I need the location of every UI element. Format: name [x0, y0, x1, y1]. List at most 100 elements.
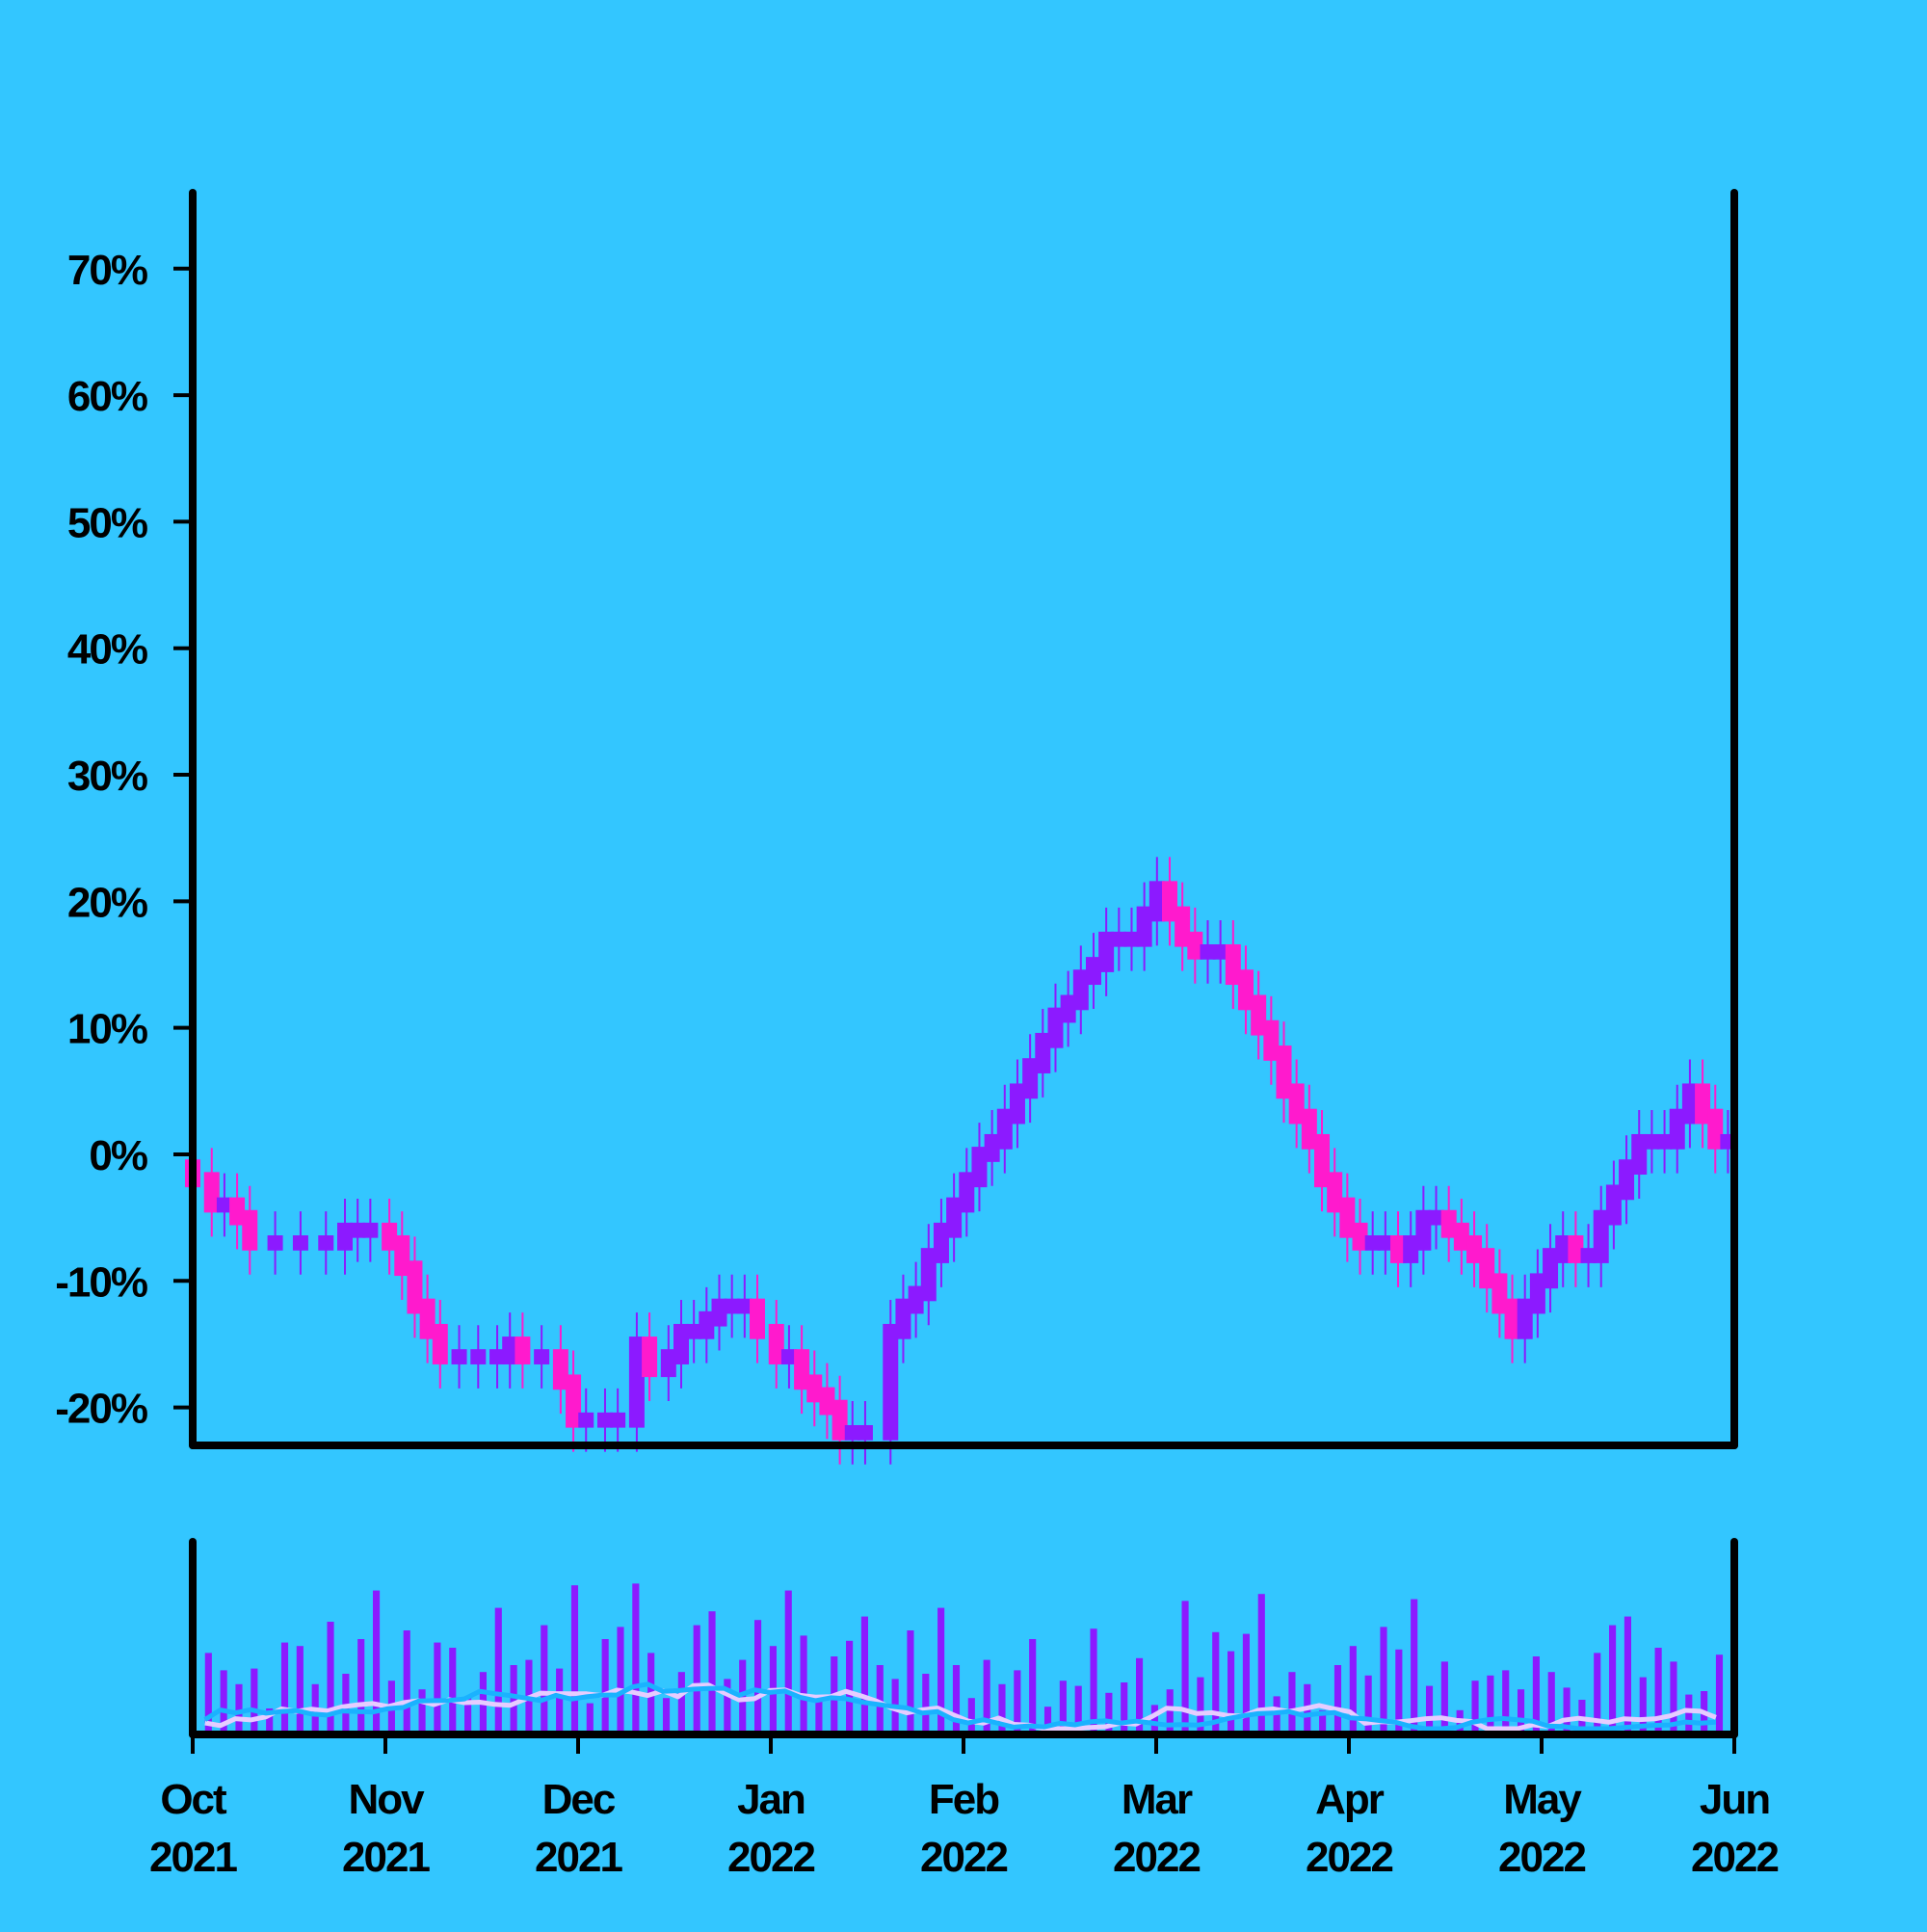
candle-body	[216, 1197, 232, 1213]
candle-body	[1327, 1172, 1343, 1213]
volume-bar	[494, 1607, 502, 1734]
volume-bar	[617, 1627, 624, 1734]
candle-body	[419, 1298, 436, 1339]
volume-bar	[418, 1689, 426, 1734]
x-tick-label-month: Dec	[542, 1776, 616, 1823]
candle-body	[1238, 969, 1254, 1011]
volume-bar	[724, 1679, 731, 1734]
candle-body	[724, 1298, 740, 1314]
x-tick-label-year: 2022	[1498, 1834, 1585, 1881]
volume-bar	[1166, 1689, 1174, 1734]
candle-body	[1200, 944, 1216, 960]
volume-bar	[220, 1670, 227, 1734]
y-tick-label: 10%	[67, 1006, 147, 1053]
candle-body	[1403, 1235, 1419, 1263]
volume-bar	[753, 1620, 762, 1734]
candle-body	[1479, 1248, 1495, 1289]
candle-body	[1644, 1133, 1660, 1150]
volume-bar	[1105, 1692, 1113, 1734]
volume-bar	[1411, 1599, 1418, 1734]
volume-bar	[677, 1672, 685, 1734]
candle-body	[1669, 1108, 1685, 1150]
x-tick-label-month: Apr	[1315, 1776, 1385, 1823]
candle-body	[750, 1298, 766, 1339]
candle-body	[1161, 881, 1177, 922]
candle-body	[1605, 1184, 1622, 1226]
candle-body	[382, 1222, 398, 1251]
volume-bar	[1319, 1709, 1327, 1734]
volume-bar	[1502, 1670, 1510, 1734]
y-tick-label: 50%	[67, 499, 147, 546]
candle-body	[1428, 1209, 1444, 1226]
candle-body	[806, 1374, 823, 1403]
y-tick-label: 40%	[67, 626, 147, 674]
x-tick-label-month: Oct	[160, 1776, 227, 1823]
candle-body	[673, 1323, 689, 1364]
candle-body	[1072, 969, 1089, 1011]
candle-body	[920, 1248, 937, 1302]
candle-body	[578, 1412, 594, 1428]
candle-body	[1098, 931, 1115, 972]
volume-bar	[235, 1683, 243, 1734]
volume-bar	[662, 1698, 671, 1734]
volume-trend-line	[203, 1681, 1717, 1732]
candle-body	[946, 1197, 963, 1238]
candle-body	[883, 1323, 899, 1441]
volume-bar	[937, 1607, 945, 1734]
candle-body	[1543, 1248, 1559, 1289]
volume-bar	[601, 1639, 609, 1734]
volume-bar	[464, 1696, 472, 1734]
candle-body	[1187, 931, 1203, 960]
volume-bar	[1273, 1696, 1280, 1734]
candle-body	[1085, 957, 1101, 986]
candle-body	[1377, 1235, 1393, 1251]
candle-body	[699, 1310, 715, 1339]
candle-body	[1453, 1222, 1469, 1251]
volume-bar	[280, 1642, 289, 1734]
candle-body	[1009, 1083, 1025, 1125]
volume-bar	[876, 1665, 884, 1734]
volume-bar	[815, 1701, 823, 1734]
candle-body	[489, 1349, 506, 1364]
candle-body	[432, 1323, 448, 1364]
volume-bar	[204, 1653, 212, 1734]
candle-body	[350, 1222, 366, 1238]
volume-bar	[1212, 1631, 1220, 1734]
candle-body	[1619, 1159, 1635, 1201]
candle-body	[1415, 1209, 1432, 1251]
candle-body	[1491, 1273, 1508, 1314]
volume-bar	[570, 1585, 579, 1734]
candle-body	[1314, 1133, 1331, 1188]
volume-bar	[1288, 1672, 1296, 1734]
volume-bar	[1242, 1633, 1250, 1734]
volume-bar	[846, 1640, 854, 1734]
candle-body	[1707, 1108, 1724, 1150]
candle-body	[736, 1298, 752, 1314]
volume-bar	[1380, 1627, 1387, 1734]
candle-body	[642, 1337, 658, 1378]
volume-bar	[1532, 1656, 1540, 1734]
candle-body	[857, 1424, 873, 1441]
y-tick-label: 20%	[67, 879, 147, 926]
volume-bar	[1090, 1628, 1097, 1734]
volume-bar	[541, 1625, 548, 1734]
volume-bar	[1121, 1682, 1128, 1734]
x-tick-label-month: Jun	[1700, 1776, 1769, 1823]
x-axis-ticks: Oct 2021 Nov 2021 Dec 2021 Jan 2022 Feb 2022 Mar 20…	[149, 1734, 1780, 1881]
candle-body	[1352, 1222, 1368, 1251]
candle-body	[1212, 944, 1228, 960]
candle-body	[832, 1399, 848, 1441]
candle-body	[1175, 906, 1191, 947]
candle-body	[1390, 1235, 1407, 1263]
candle-body	[292, 1235, 308, 1251]
volume-bar	[449, 1648, 457, 1734]
candle-body	[470, 1349, 487, 1364]
volume-bar	[1181, 1601, 1189, 1734]
candle-body	[1568, 1235, 1584, 1263]
volume-bar	[1227, 1651, 1235, 1734]
volume-bar	[800, 1635, 807, 1734]
x-tick-label-month: Jan	[737, 1776, 805, 1823]
candle-body	[628, 1337, 645, 1428]
x-tick-label-year: 2022	[920, 1834, 1007, 1881]
